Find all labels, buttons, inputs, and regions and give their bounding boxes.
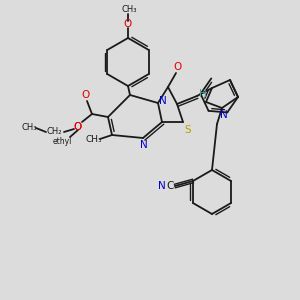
Text: CH₃: CH₃: [21, 122, 37, 131]
Text: O: O: [81, 90, 89, 100]
Text: C: C: [166, 181, 174, 191]
Text: N: N: [158, 181, 166, 191]
Text: S: S: [185, 125, 191, 135]
Text: CH₃: CH₃: [121, 4, 137, 14]
Text: N: N: [220, 110, 228, 120]
Text: N: N: [159, 96, 167, 106]
Text: O: O: [124, 19, 132, 29]
Text: CH₂: CH₂: [46, 128, 62, 136]
Text: N: N: [140, 140, 148, 150]
Text: O: O: [174, 62, 182, 72]
Text: O: O: [74, 122, 82, 132]
Text: CH₃: CH₃: [86, 136, 102, 145]
Text: H: H: [199, 89, 207, 99]
Text: O: O: [74, 122, 82, 132]
Text: ethyl: ethyl: [52, 136, 72, 146]
